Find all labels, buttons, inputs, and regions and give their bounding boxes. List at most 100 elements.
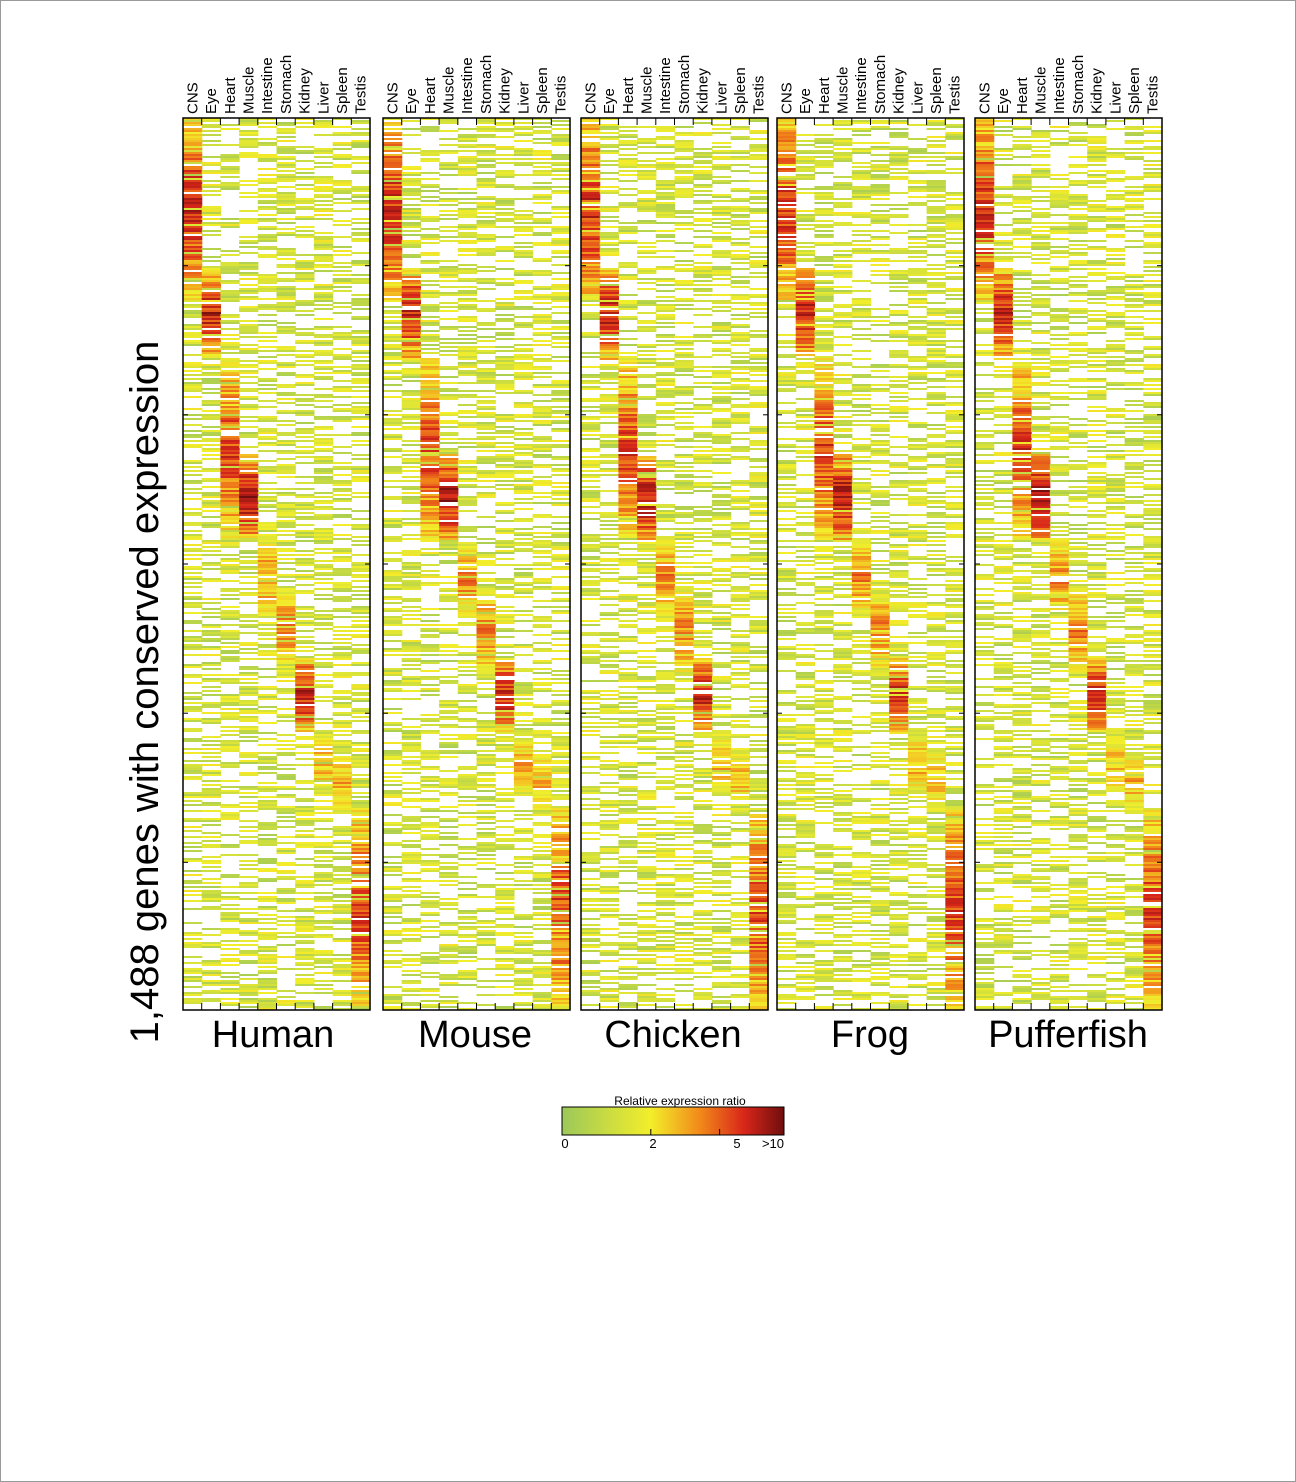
heatmap-cell xyxy=(495,446,515,448)
heatmap-cell xyxy=(295,334,315,336)
heatmap-cell xyxy=(220,718,240,720)
heatmap-cell xyxy=(351,222,371,224)
heatmap-cell xyxy=(220,124,240,126)
heatmap-cell xyxy=(401,920,421,922)
heatmap-cell xyxy=(439,540,459,542)
heatmap-cell xyxy=(383,262,403,264)
heatmap-cell xyxy=(332,370,352,372)
heatmap-cell xyxy=(313,532,334,534)
heatmap-cell xyxy=(295,218,315,220)
heatmap-cell xyxy=(401,210,421,212)
heatmap-cell xyxy=(313,876,334,878)
heatmap-cell xyxy=(674,170,694,172)
heatmap-cell xyxy=(401,744,421,746)
heatmap-cell xyxy=(401,336,421,338)
heatmap-cell xyxy=(220,272,240,274)
heatmap-cell xyxy=(257,676,278,678)
heatmap-cell xyxy=(401,480,421,482)
heatmap-cell xyxy=(295,636,315,638)
heatmap-cell xyxy=(313,396,334,398)
heatmap-cell xyxy=(457,226,478,228)
heatmap-cell xyxy=(332,856,352,858)
heatmap-cell xyxy=(513,788,534,790)
heatmap-cell xyxy=(383,122,403,124)
heatmap-cell xyxy=(239,954,259,956)
heatmap-cell xyxy=(276,306,296,308)
heatmap-cell xyxy=(201,970,221,972)
heatmap-cell xyxy=(351,950,371,952)
heatmap-cell xyxy=(457,766,478,768)
heatmap-cell xyxy=(495,670,515,672)
heatmap-cell xyxy=(476,676,496,678)
heatmap-cell xyxy=(201,354,221,356)
heatmap-cell xyxy=(257,592,278,594)
heatmap-cell xyxy=(383,144,403,146)
heatmap-cell xyxy=(693,154,713,156)
heatmap-cell xyxy=(476,712,496,714)
heatmap-cell xyxy=(457,304,478,306)
heatmap-cell xyxy=(439,712,459,714)
heatmap-cell xyxy=(276,872,296,874)
heatmap-cell xyxy=(401,922,421,924)
heatmap-cell xyxy=(183,778,203,780)
heatmap-cell xyxy=(420,766,440,768)
heatmap-cell xyxy=(183,294,203,296)
heatmap-cell xyxy=(257,622,278,624)
heatmap-cell xyxy=(495,718,515,720)
heatmap-cell xyxy=(183,994,203,996)
heatmap-cell xyxy=(420,130,440,132)
heatmap-cell xyxy=(476,720,496,722)
heatmap-cell xyxy=(201,432,221,434)
heatmap-cell xyxy=(439,486,459,488)
heatmap-cell xyxy=(220,554,240,556)
heatmap-cell xyxy=(532,448,552,450)
heatmap-cell xyxy=(420,330,440,332)
heatmap-cell xyxy=(495,974,515,976)
heatmap-cell xyxy=(457,158,478,160)
heatmap-cell xyxy=(276,596,296,598)
heatmap-cell xyxy=(383,670,403,672)
heatmap-cell xyxy=(401,256,421,258)
heatmap-cell xyxy=(383,284,403,286)
heatmap-cell xyxy=(420,880,440,882)
heatmap-cell xyxy=(551,534,571,536)
heatmap-cell xyxy=(383,176,403,178)
heatmap-cell xyxy=(476,422,496,424)
heatmap-cell xyxy=(401,270,421,272)
heatmap-cell xyxy=(313,564,334,566)
heatmap-cell xyxy=(551,902,571,904)
heatmap-cell xyxy=(401,564,421,566)
heatmap-cell xyxy=(476,764,496,766)
heatmap-cell xyxy=(351,942,371,944)
heatmap-cell xyxy=(239,364,259,366)
heatmap-cell xyxy=(401,964,421,966)
heatmap-cell xyxy=(420,218,440,220)
heatmap-cell xyxy=(420,654,440,656)
heatmap-cell xyxy=(276,148,296,150)
heatmap-cell xyxy=(201,212,221,214)
heatmap-cell xyxy=(276,632,296,634)
heatmap-cell xyxy=(495,720,515,722)
heatmap-cell xyxy=(220,886,240,888)
heatmap-cell xyxy=(276,876,296,878)
heatmap-cell xyxy=(476,152,496,154)
heatmap-cell xyxy=(313,182,334,184)
heatmap-cell xyxy=(401,738,421,740)
heatmap-cell xyxy=(551,798,571,800)
heatmap-cell xyxy=(551,612,571,614)
heatmap-cell xyxy=(220,396,240,398)
heatmap-cell xyxy=(183,444,203,446)
heatmap-cell xyxy=(532,792,552,794)
heatmap-cell xyxy=(383,128,403,130)
heatmap-cell xyxy=(420,646,440,648)
heatmap-cell xyxy=(201,774,221,776)
heatmap-cell xyxy=(201,318,221,320)
heatmap-cell xyxy=(239,138,259,140)
heatmap-cell xyxy=(313,598,334,600)
heatmap-cell xyxy=(495,844,515,846)
heatmap-cell xyxy=(439,338,459,340)
heatmap-cell xyxy=(220,594,240,596)
heatmap-cell xyxy=(513,752,534,754)
heatmap-cell xyxy=(513,354,534,356)
heatmap-cell xyxy=(401,320,421,322)
